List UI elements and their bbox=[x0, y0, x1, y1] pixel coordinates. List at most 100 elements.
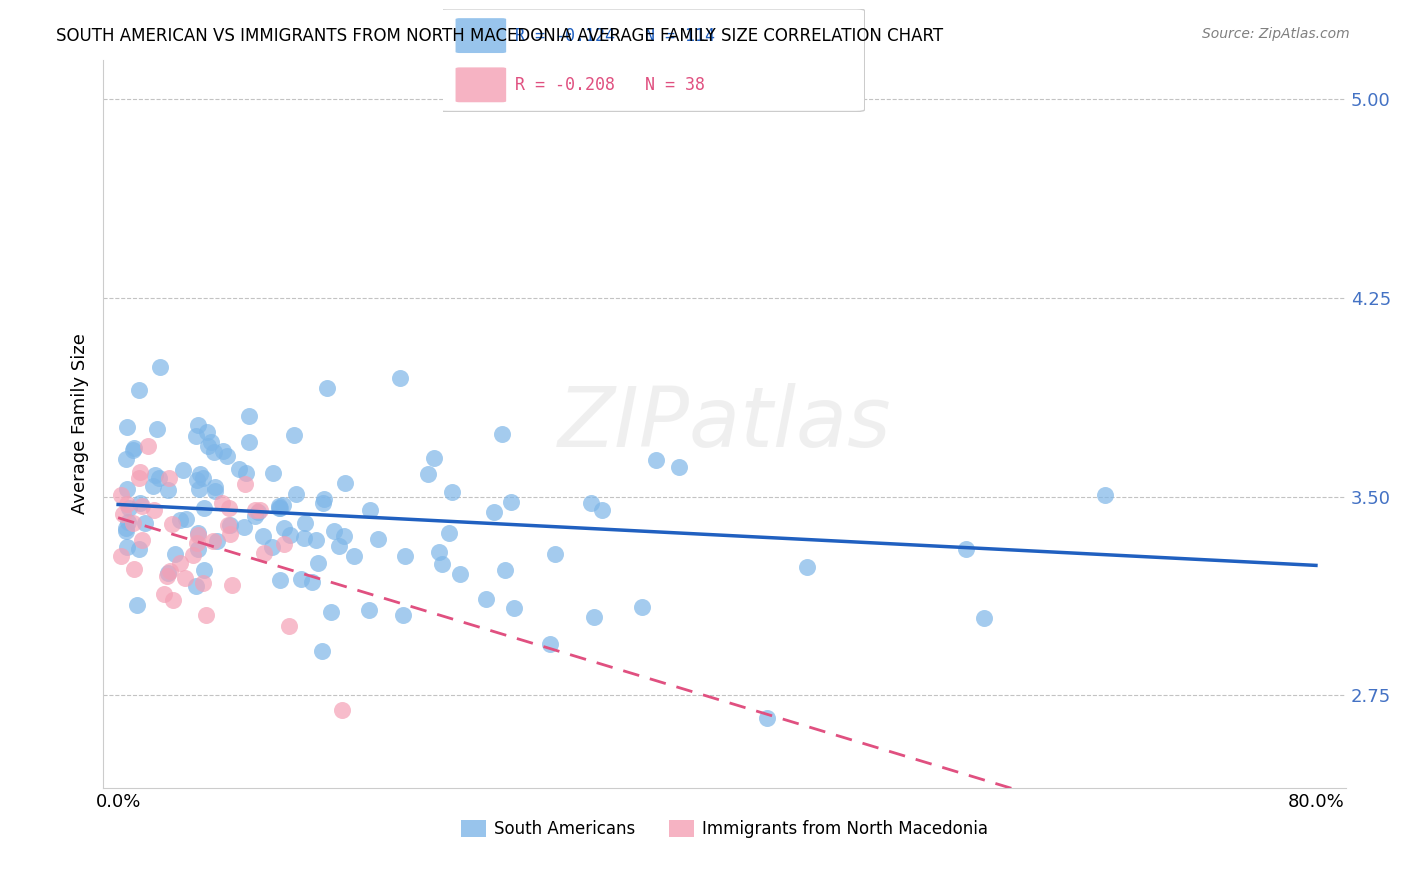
Point bbox=[269, 574, 291, 588]
Point bbox=[157, 471, 180, 485]
Point bbox=[644, 452, 666, 467]
FancyBboxPatch shape bbox=[456, 68, 506, 103]
Point bbox=[262, 466, 284, 480]
Point bbox=[301, 575, 323, 590]
Point bbox=[269, 500, 291, 515]
Point bbox=[131, 533, 153, 548]
Point bbox=[156, 483, 179, 498]
Point bbox=[117, 497, 139, 511]
Point bbox=[305, 533, 328, 548]
Text: SOUTH AMERICAN VS IMMIGRANTS FROM NORTH MACEDONIA AVERAGE FAMILY SIZE CORRELATIO: SOUTH AMERICAN VS IMMIGRANTS FROM NORTH … bbox=[56, 27, 943, 45]
Point bbox=[392, 607, 415, 622]
Point bbox=[156, 569, 179, 583]
Point bbox=[173, 571, 195, 585]
Point bbox=[188, 482, 211, 496]
Point bbox=[271, 499, 294, 513]
Point bbox=[430, 557, 453, 571]
Point bbox=[422, 450, 444, 465]
Point bbox=[314, 491, 336, 506]
Point bbox=[439, 526, 461, 541]
Point bbox=[202, 533, 225, 548]
Point bbox=[191, 471, 214, 485]
Point bbox=[195, 608, 218, 623]
Text: Source: ZipAtlas.com: Source: ZipAtlas.com bbox=[1202, 27, 1350, 41]
FancyBboxPatch shape bbox=[456, 18, 506, 53]
Point bbox=[418, 467, 440, 482]
Point bbox=[197, 439, 219, 453]
Point bbox=[184, 579, 207, 593]
Point bbox=[796, 560, 818, 574]
Point bbox=[235, 467, 257, 481]
Point bbox=[359, 603, 381, 617]
Point bbox=[122, 443, 145, 458]
Point bbox=[630, 599, 652, 614]
Point bbox=[316, 381, 339, 395]
Point bbox=[335, 476, 357, 491]
Point bbox=[193, 501, 215, 516]
Point bbox=[148, 471, 170, 485]
Point bbox=[440, 485, 463, 500]
Point bbox=[134, 516, 156, 530]
Point bbox=[187, 541, 209, 556]
Point bbox=[323, 524, 346, 539]
Point bbox=[484, 505, 506, 519]
Point bbox=[243, 503, 266, 517]
Point bbox=[449, 566, 471, 581]
Point bbox=[143, 467, 166, 482]
Point bbox=[149, 359, 172, 374]
Point bbox=[544, 547, 567, 561]
Point bbox=[328, 539, 350, 553]
Point bbox=[243, 509, 266, 524]
Point bbox=[129, 466, 152, 480]
Point bbox=[195, 425, 218, 439]
Point bbox=[187, 528, 209, 542]
Point bbox=[186, 536, 208, 550]
Point bbox=[136, 439, 159, 453]
Point bbox=[312, 496, 335, 510]
Point bbox=[668, 460, 690, 475]
Point bbox=[202, 444, 225, 458]
Point bbox=[269, 501, 291, 516]
FancyBboxPatch shape bbox=[439, 9, 865, 112]
Point bbox=[273, 536, 295, 550]
Point bbox=[273, 521, 295, 535]
Point bbox=[141, 479, 163, 493]
Point bbox=[122, 441, 145, 455]
Point bbox=[494, 563, 516, 577]
Point bbox=[579, 496, 602, 510]
Point bbox=[187, 526, 209, 541]
Point bbox=[169, 556, 191, 570]
Point bbox=[294, 516, 316, 531]
Point bbox=[176, 512, 198, 526]
Point bbox=[252, 529, 274, 543]
Point bbox=[146, 421, 169, 435]
Point bbox=[238, 409, 260, 423]
Point bbox=[129, 495, 152, 509]
Text: R = -0.124   N = 114: R = -0.124 N = 114 bbox=[515, 27, 714, 45]
Point bbox=[162, 593, 184, 607]
Point bbox=[112, 507, 135, 521]
Point bbox=[114, 521, 136, 535]
Point bbox=[121, 516, 143, 531]
Point bbox=[973, 610, 995, 624]
Point bbox=[207, 533, 229, 548]
Point bbox=[204, 484, 226, 499]
Point bbox=[211, 496, 233, 510]
Point bbox=[332, 529, 354, 543]
Point bbox=[184, 429, 207, 443]
Point bbox=[110, 549, 132, 563]
Point bbox=[212, 444, 235, 458]
Point bbox=[219, 518, 242, 533]
Text: R = -0.208   N = 38: R = -0.208 N = 38 bbox=[515, 76, 704, 94]
Point bbox=[311, 644, 333, 658]
Point bbox=[249, 503, 271, 517]
Point bbox=[283, 427, 305, 442]
Point bbox=[218, 500, 240, 515]
Point bbox=[169, 513, 191, 527]
Point bbox=[215, 450, 238, 464]
Point bbox=[228, 461, 250, 475]
Point bbox=[278, 527, 301, 541]
Point bbox=[115, 419, 138, 434]
Point bbox=[165, 547, 187, 561]
Point bbox=[233, 520, 256, 534]
